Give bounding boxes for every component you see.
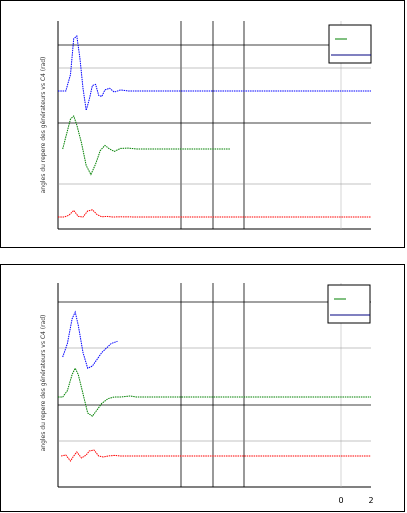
series-line-1 [58,34,371,111]
chart-top-svg: angles du repere des générateurs vs C4 (… [40,21,372,230]
series-line-3 [60,449,371,462]
legend-box [327,284,371,324]
legend-box [328,24,372,64]
x-tick-label: 2 [368,496,373,505]
chart-bottom-svg: angles du repere des générateurs vs C4 (… [40,283,374,505]
y-axis-label: angles du repere des générateurs vs C4 (… [40,57,47,194]
x-tick-label: 0 [338,496,343,505]
series-line-3 [58,209,371,218]
chart-panel-top: angles du repere des générateurs vs C4 (… [0,0,405,248]
chart-panel-bottom: angles du repere des générateurs vs C4 (… [0,264,405,512]
series-line-2 [58,367,371,417]
series-line-1 [62,310,118,370]
series-line-2 [62,115,231,176]
y-axis-label: angles du repere des générateurs vs C4 (… [40,315,47,452]
